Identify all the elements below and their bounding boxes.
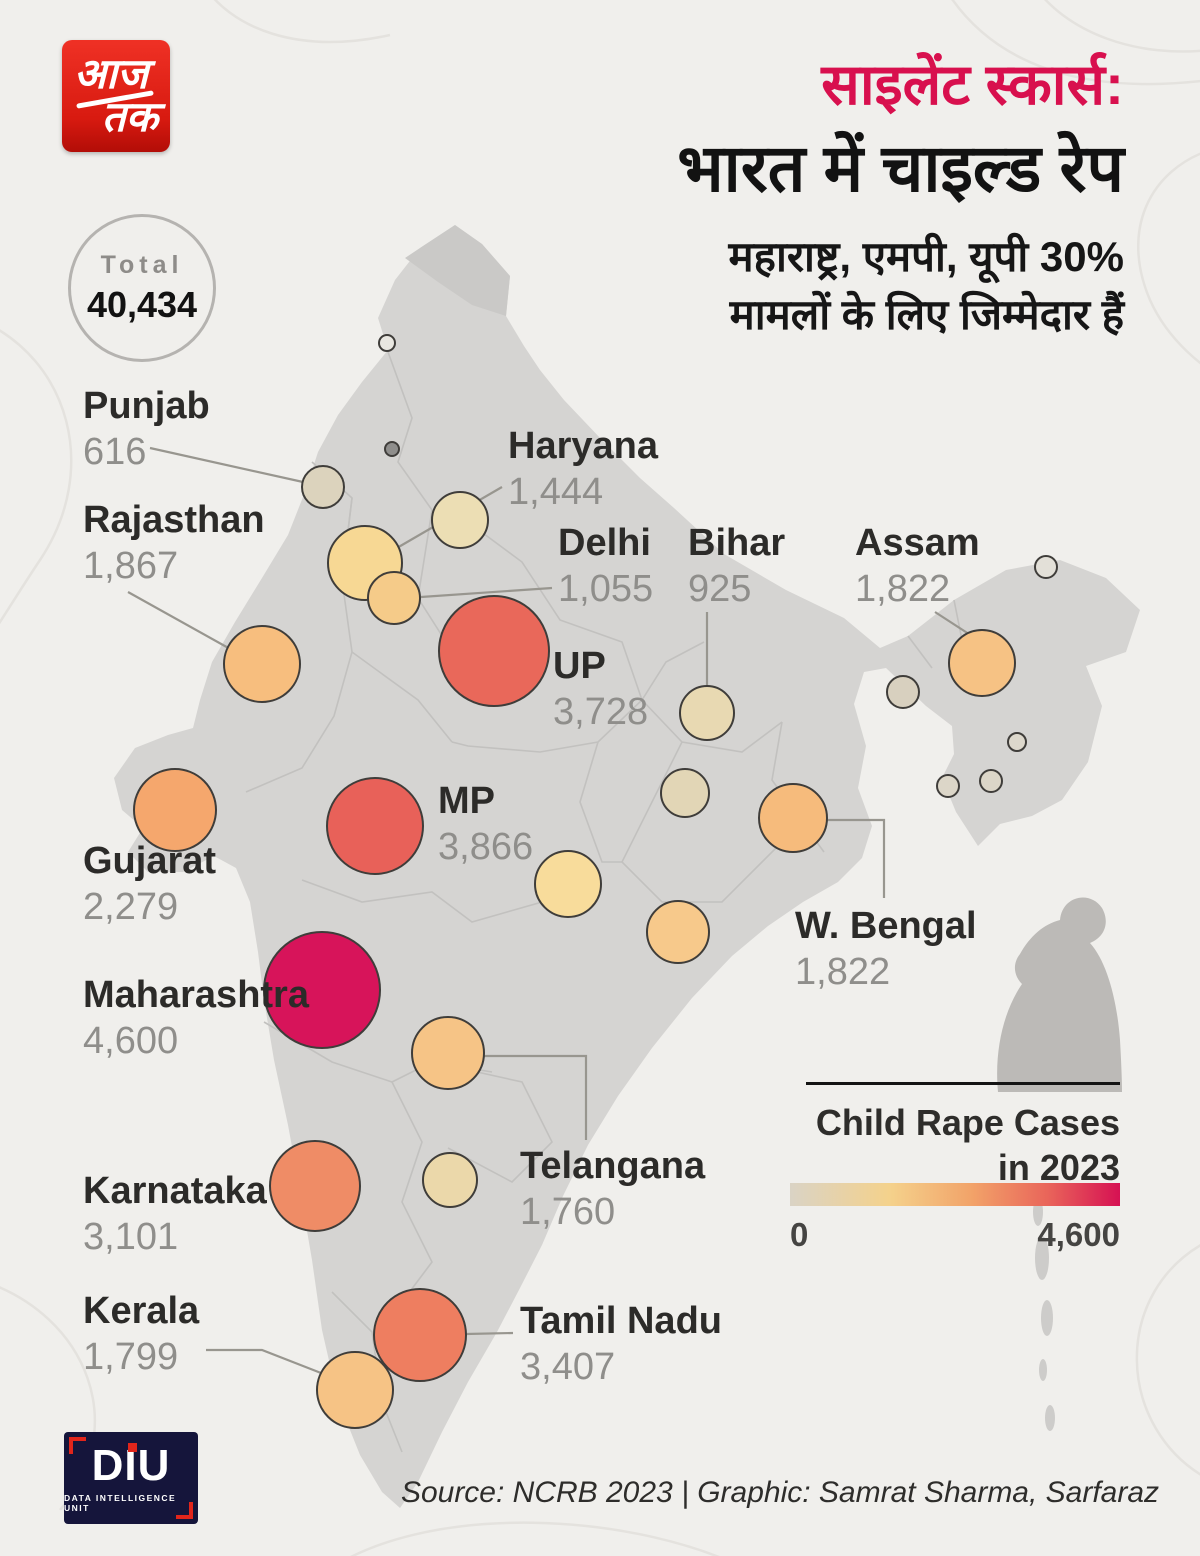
bubble-minor-4	[1034, 555, 1058, 579]
bubble-wbengal	[758, 783, 828, 853]
kashmir-region-patch	[405, 225, 510, 316]
legend-title-line2: in 2023	[997, 1147, 1120, 1188]
aajtak-logo-text-bottom: तक	[101, 93, 158, 140]
legend-min-label: 0	[790, 1216, 809, 1253]
subtitle-line1: महाराष्ट्र, एमपी, यूपी 30%	[728, 233, 1124, 280]
bubble-kerala	[316, 1351, 394, 1429]
subtitle-line2: मामलों के लिए जिम्मेदार हैं	[729, 291, 1124, 338]
title-accent: साइलेंट स्कार्स:	[821, 53, 1124, 117]
diu-logo: DIU DATA INTELLIGENCE UNIT	[64, 1432, 198, 1524]
aajtak-logo-text-top: आज	[74, 50, 149, 97]
bubble-minor-1	[384, 441, 400, 457]
connector-rajasthan	[127, 591, 233, 651]
title-main: भारत में चाइल्ड रेप	[677, 131, 1124, 205]
bubble-bihar	[679, 685, 735, 741]
contour-line	[350, 1521, 720, 1556]
total-badge: Total 40,434	[68, 214, 216, 362]
bubble-minor-9	[534, 850, 602, 918]
person-silhouette	[997, 897, 1122, 1092]
bubble-minor-7	[979, 769, 1003, 793]
bubble-minor-5	[1007, 732, 1027, 752]
bubble-minor-0	[378, 334, 396, 352]
bubble-assam	[948, 629, 1016, 697]
contour-line	[213, 0, 391, 44]
bubble-minor-2	[431, 491, 489, 549]
connector-tamil-nadu	[465, 1331, 514, 1336]
diu-logo-subtitle: DATA INTELLIGENCE UNIT	[64, 1492, 177, 1513]
header: साइलेंट स्कार्स: भारत में चाइल्ड रेप महा…	[677, 50, 1124, 344]
legend-max-label: 4,600	[1037, 1216, 1120, 1253]
bubble-minor-6	[936, 774, 960, 798]
bubble-maharashtra	[263, 931, 381, 1049]
connector-wbengal	[827, 818, 886, 898]
total-label: Total	[100, 250, 184, 279]
legend-rule	[806, 1082, 1120, 1085]
connector-kerala	[206, 1348, 322, 1375]
connector-assam	[934, 611, 973, 637]
bubble-delhi	[367, 571, 421, 625]
contour-line	[951, 0, 1200, 86]
bubble-mp	[326, 777, 424, 875]
connector-telangana	[484, 1054, 588, 1140]
source-credit: Source: NCRB 2023 | Graphic: Samrat Shar…	[400, 1476, 1160, 1509]
bubble-minor-11	[422, 1152, 478, 1208]
diu-corner-mark	[69, 1437, 86, 1454]
bubble-up	[438, 595, 550, 707]
diu-corner-mark	[176, 1502, 193, 1519]
bubble-minor-3	[886, 675, 920, 709]
bubble-karnataka	[269, 1140, 361, 1232]
diu-logo-dot	[128, 1443, 137, 1452]
bubble-gujarat	[133, 768, 217, 852]
state-bubbles	[133, 334, 1058, 1429]
aajtak-logo: आज तक	[62, 40, 170, 152]
contour-line	[1136, 152, 1200, 365]
contour-line	[0, 329, 73, 625]
bubble-minor-10	[646, 900, 710, 964]
legend-title: Child Rape Cases in 2023	[816, 1100, 1120, 1190]
contour-line	[1044, 0, 1200, 53]
label-connectors	[127, 446, 973, 1375]
andaman-islands	[1033, 1198, 1055, 1431]
legend-gradient-bar	[790, 1183, 1120, 1206]
bubble-punjab	[301, 465, 345, 509]
contour-line	[1135, 1244, 1200, 1476]
connector-punjab	[149, 446, 304, 484]
bubble-rajasthan	[223, 625, 301, 703]
total-value: 40,434	[86, 283, 198, 325]
legend-title-line1: Child Rape Cases	[815, 1102, 1120, 1143]
bubble-telangana	[411, 1016, 485, 1090]
bubble-tamil-nadu	[373, 1288, 467, 1382]
connector-delhi	[420, 586, 553, 599]
bubble-minor-8	[660, 768, 710, 818]
